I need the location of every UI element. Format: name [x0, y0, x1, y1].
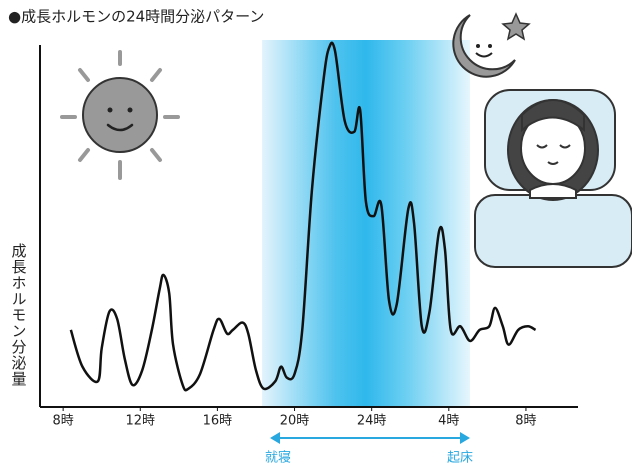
x-tick-label: 12時: [125, 414, 155, 429]
sleep-arrow: [270, 432, 470, 444]
sleep-band: [262, 40, 470, 407]
x-tick-label: 16時: [203, 414, 233, 429]
chart-title: ●成長ホルモンの24時間分泌パターン: [8, 8, 264, 26]
x-tick-label: 8時: [515, 414, 536, 429]
x-tick-label: 4時: [438, 414, 459, 429]
bedtime-label: 就寝: [265, 450, 291, 466]
girl-illustration: [474, 89, 632, 268]
moon-illustration: [452, 12, 531, 78]
x-tick-label: 24時: [357, 414, 387, 429]
y-axis-label: 成長ホルモン分泌量: [10, 243, 28, 387]
wake-label: 起床: [447, 451, 473, 466]
secretion-line: [69, 41, 537, 392]
x-tick-label: 20時: [280, 414, 310, 429]
x-tick-label: 8時: [52, 414, 73, 429]
sun-illustration: [60, 50, 180, 180]
